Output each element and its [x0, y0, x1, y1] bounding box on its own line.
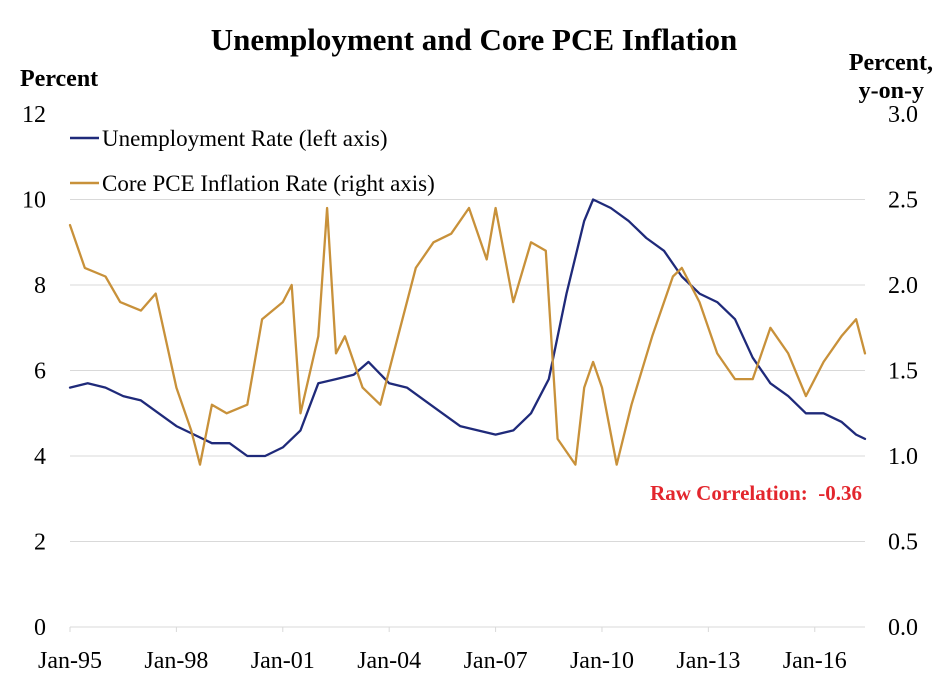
x-tick-label: Jan-16	[783, 648, 847, 674]
series-layer	[68, 198, 867, 466]
chart-title: Unemployment and Core PCE Inflation	[211, 22, 737, 57]
right-axis-ticks: 0.0 0.5 1.0 1.5 2.0 2.5 3.0	[888, 102, 918, 641]
correlation-annotation: Raw Correlation: -0.36	[650, 481, 862, 505]
right-tick-label: 0.5	[888, 530, 918, 556]
left-tick-label: 10	[22, 188, 46, 214]
left-tick-label: 8	[34, 273, 46, 299]
left-tick-label: 6	[34, 359, 46, 385]
right-axis-title-line2: y-on-y	[859, 78, 924, 104]
right-tick-label: 1.0	[888, 444, 918, 470]
right-tick-label: 2.5	[888, 188, 918, 214]
left-tick-label: 2	[34, 530, 46, 556]
x-axis-ticks: Jan-95 Jan-98 Jan-01 Jan-04 Jan-07 Jan-10 Jan-…	[38, 627, 847, 674]
x-tick-label: Jan-95	[38, 648, 102, 674]
left-tick-label: 12	[22, 102, 46, 128]
left-axis-ticks: 0 2 4 6 8 10 12	[22, 102, 46, 641]
right-tick-label: 0.0	[888, 615, 918, 641]
left-tick-label: 4	[34, 444, 46, 470]
legend-label-unemployment: Unemployment Rate (left axis)	[102, 126, 388, 151]
x-tick-label: Jan-10	[570, 648, 634, 674]
series-line-unemployment	[68, 198, 867, 458]
right-tick-label: 1.5	[888, 359, 918, 385]
gridlines	[70, 199, 865, 628]
x-tick-label: Jan-07	[464, 648, 528, 674]
right-axis-title-line1: Percent,	[849, 50, 933, 76]
series-line-core-pce	[68, 206, 867, 466]
x-tick-label: Jan-01	[251, 648, 315, 674]
legend-label-core-pce: Core PCE Inflation Rate (right axis)	[102, 171, 435, 196]
x-tick-label: Jan-04	[357, 648, 421, 674]
right-tick-label: 3.0	[888, 102, 918, 128]
left-axis-title: Percent	[20, 66, 98, 92]
right-tick-label: 2.0	[888, 273, 918, 299]
x-tick-label: Jan-98	[144, 648, 208, 674]
legend: Unemployment Rate (left axis) Core PCE I…	[70, 126, 435, 196]
left-tick-label: 0	[34, 615, 46, 641]
x-tick-label: Jan-13	[676, 648, 740, 674]
